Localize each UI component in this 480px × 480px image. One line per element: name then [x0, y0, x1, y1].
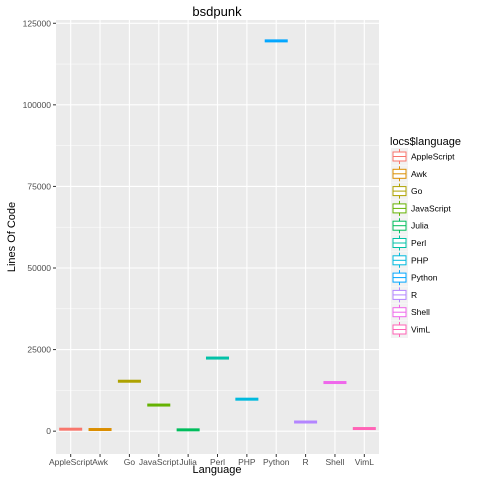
- x-tick-label: AppleScript: [49, 457, 93, 467]
- legend-label: Perl: [411, 238, 426, 248]
- x-tick-label: Shell: [326, 457, 345, 467]
- x-axis: AppleScript Awk Go JavaScript Julia Perl PHP Py…: [49, 454, 374, 467]
- legend-label: Julia: [411, 221, 429, 231]
- legend-label: Shell: [411, 307, 430, 317]
- legend-label: Go: [411, 186, 423, 196]
- y-tick-label: 75000: [27, 181, 51, 191]
- legend-label: VimL: [411, 325, 430, 335]
- y-tick-label: 25000: [27, 345, 51, 355]
- y-axis: 0 25000 50000 75000 100000 125000: [23, 18, 56, 436]
- x-tick-label: Python: [263, 457, 290, 467]
- legend-items: AppleScript Awk Go JavaScript Julia Perl PHP Py…: [391, 148, 455, 338]
- y-tick-label: 50000: [27, 263, 51, 273]
- x-tick-label: Go: [124, 457, 136, 467]
- data-marks: [59, 39, 376, 432]
- x-tick-label: Julia: [179, 457, 197, 467]
- x-tick-label: Awk: [92, 457, 109, 467]
- y-tick-label: 125000: [23, 18, 52, 28]
- x-axis-title: Language: [193, 464, 242, 476]
- x-tick-label: Perl: [210, 457, 225, 467]
- y-tick-label: 0: [46, 426, 51, 436]
- legend-label: JavaScript: [411, 203, 451, 213]
- legend: locs$language AppleScript Awk Go JavaScript…: [390, 136, 461, 338]
- legend-label: Awk: [411, 169, 428, 179]
- legend-label: AppleScript: [411, 152, 455, 162]
- legend-label: R: [411, 290, 417, 300]
- x-tick-label: R: [303, 457, 309, 467]
- grid-major: [56, 20, 379, 454]
- x-tick-label: JavaScript: [139, 457, 179, 467]
- x-tick-label: PHP: [238, 457, 256, 467]
- x-tick-label: VimL: [355, 457, 374, 467]
- chart-title: bsdpunk: [192, 4, 242, 19]
- legend-title: locs$language: [390, 136, 461, 148]
- y-axis-title: Lines Of Code: [6, 202, 18, 272]
- legend-label: PHP: [411, 255, 429, 265]
- y-tick-label: 100000: [23, 100, 52, 110]
- legend-label: Python: [411, 273, 438, 283]
